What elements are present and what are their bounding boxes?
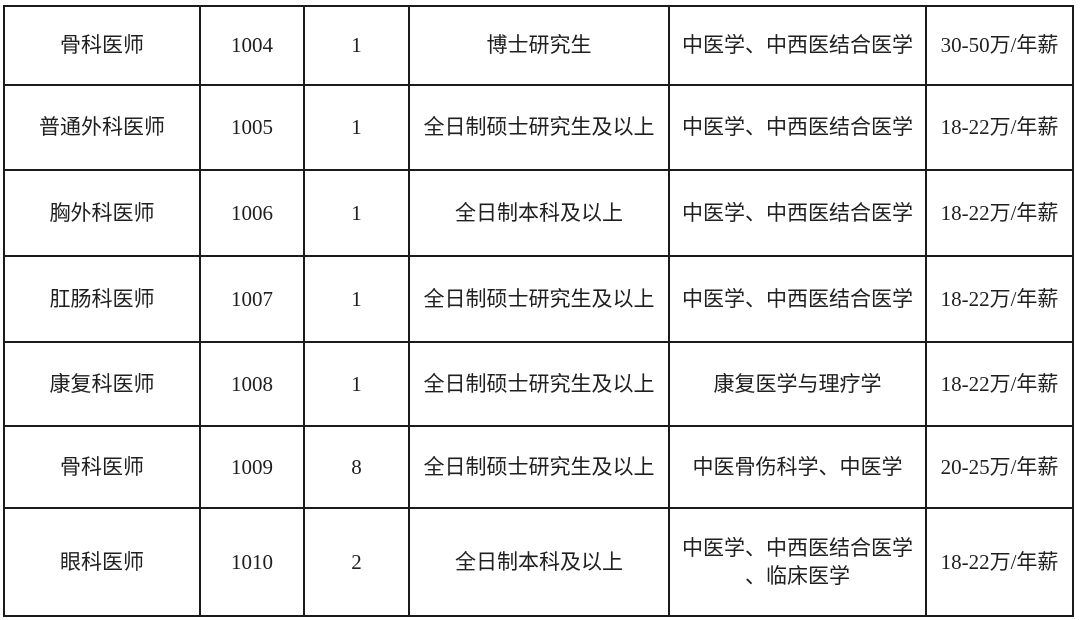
table-cell: 1 xyxy=(303,84,410,171)
table-cell: 肛肠科医师 xyxy=(3,255,201,343)
table-cell: 康复医学与理疗学 xyxy=(668,341,927,427)
table-cell: 30-50万/年薪 xyxy=(925,5,1074,86)
table-cell: 18-22万/年薪 xyxy=(925,507,1074,617)
table-cell: 18-22万/年薪 xyxy=(925,84,1074,171)
table-cell: 1 xyxy=(303,341,410,427)
table-cell: 中医学、中西医结合医学 xyxy=(668,255,927,343)
table-cell: 18-22万/年薪 xyxy=(925,169,1074,257)
table-cell: 18-22万/年薪 xyxy=(925,255,1074,343)
table-cell: 普通外科医师 xyxy=(3,84,201,171)
table-cell: 全日制本科及以上 xyxy=(408,169,670,257)
table-cell: 全日制硕士研究生及以上 xyxy=(408,84,670,171)
table-cell: 1004 xyxy=(199,5,305,86)
table-cell: 1009 xyxy=(199,425,305,509)
table-cell: 胸外科医师 xyxy=(3,169,201,257)
table-cell: 中医学、中西医结合医学 xyxy=(668,84,927,171)
table-cell: 1005 xyxy=(199,84,305,171)
table-cell: 中医骨伤科学、中医学 xyxy=(668,425,927,509)
table-cell: 中医学、中西医结合医学 、临床医学 xyxy=(668,507,927,617)
table-row: 骨科医师 1004 1 博士研究生 中医学、中西医结合医学 30-50万/年薪 xyxy=(3,5,1074,86)
table-cell: 全日制硕士研究生及以上 xyxy=(408,255,670,343)
table-cell: 博士研究生 xyxy=(408,5,670,86)
table-cell: 1007 xyxy=(199,255,305,343)
table-cell: 眼科医师 xyxy=(3,507,201,617)
table-cell: 骨科医师 xyxy=(3,5,201,86)
table-cell: 骨科医师 xyxy=(3,425,201,509)
table-row: 肛肠科医师 1007 1 全日制硕士研究生及以上 中医学、中西医结合医学 18-22万/年… xyxy=(3,255,1074,343)
table-cell: 20-25万/年薪 xyxy=(925,425,1074,509)
table-cell: 1 xyxy=(303,255,410,343)
table-cell: 1 xyxy=(303,169,410,257)
table-row: 骨科医师 1009 8 全日制硕士研究生及以上 中医骨伤科学、中医学 20-25万/年薪 xyxy=(3,425,1074,509)
job-listing-table: 骨科医师 1004 1 博士研究生 中医学、中西医结合医学 30-50万/年薪 普通外科医师… xyxy=(3,5,1074,617)
table-cell: 1006 xyxy=(199,169,305,257)
table-cell: 1010 xyxy=(199,507,305,617)
table-row: 眼科医师 1010 2 全日制本科及以上 中医学、中西医结合医学 、临床医学 18-22万… xyxy=(3,507,1074,617)
table-cell: 中医学、中西医结合医学 xyxy=(668,169,927,257)
table-cell: 8 xyxy=(303,425,410,509)
table-row: 普通外科医师 1005 1 全日制硕士研究生及以上 中医学、中西医结合医学 18-22万/… xyxy=(3,84,1074,171)
table-cell: 全日制本科及以上 xyxy=(408,507,670,617)
table-cell: 18-22万/年薪 xyxy=(925,341,1074,427)
table-cell: 2 xyxy=(303,507,410,617)
table-cell: 全日制硕士研究生及以上 xyxy=(408,425,670,509)
table-row: 胸外科医师 1006 1 全日制本科及以上 中医学、中西医结合医学 18-22万/年薪 xyxy=(3,169,1074,257)
table-cell: 中医学、中西医结合医学 xyxy=(668,5,927,86)
table-cell: 1008 xyxy=(199,341,305,427)
table-body: 骨科医师 1004 1 博士研究生 中医学、中西医结合医学 30-50万/年薪 普通外科医师… xyxy=(3,5,1074,617)
table-cell: 全日制硕士研究生及以上 xyxy=(408,341,670,427)
table-row: 康复科医师 1008 1 全日制硕士研究生及以上 康复医学与理疗学 18-22万/年薪 xyxy=(3,341,1074,427)
table-cell: 康复科医师 xyxy=(3,341,201,427)
table-cell: 1 xyxy=(303,5,410,86)
